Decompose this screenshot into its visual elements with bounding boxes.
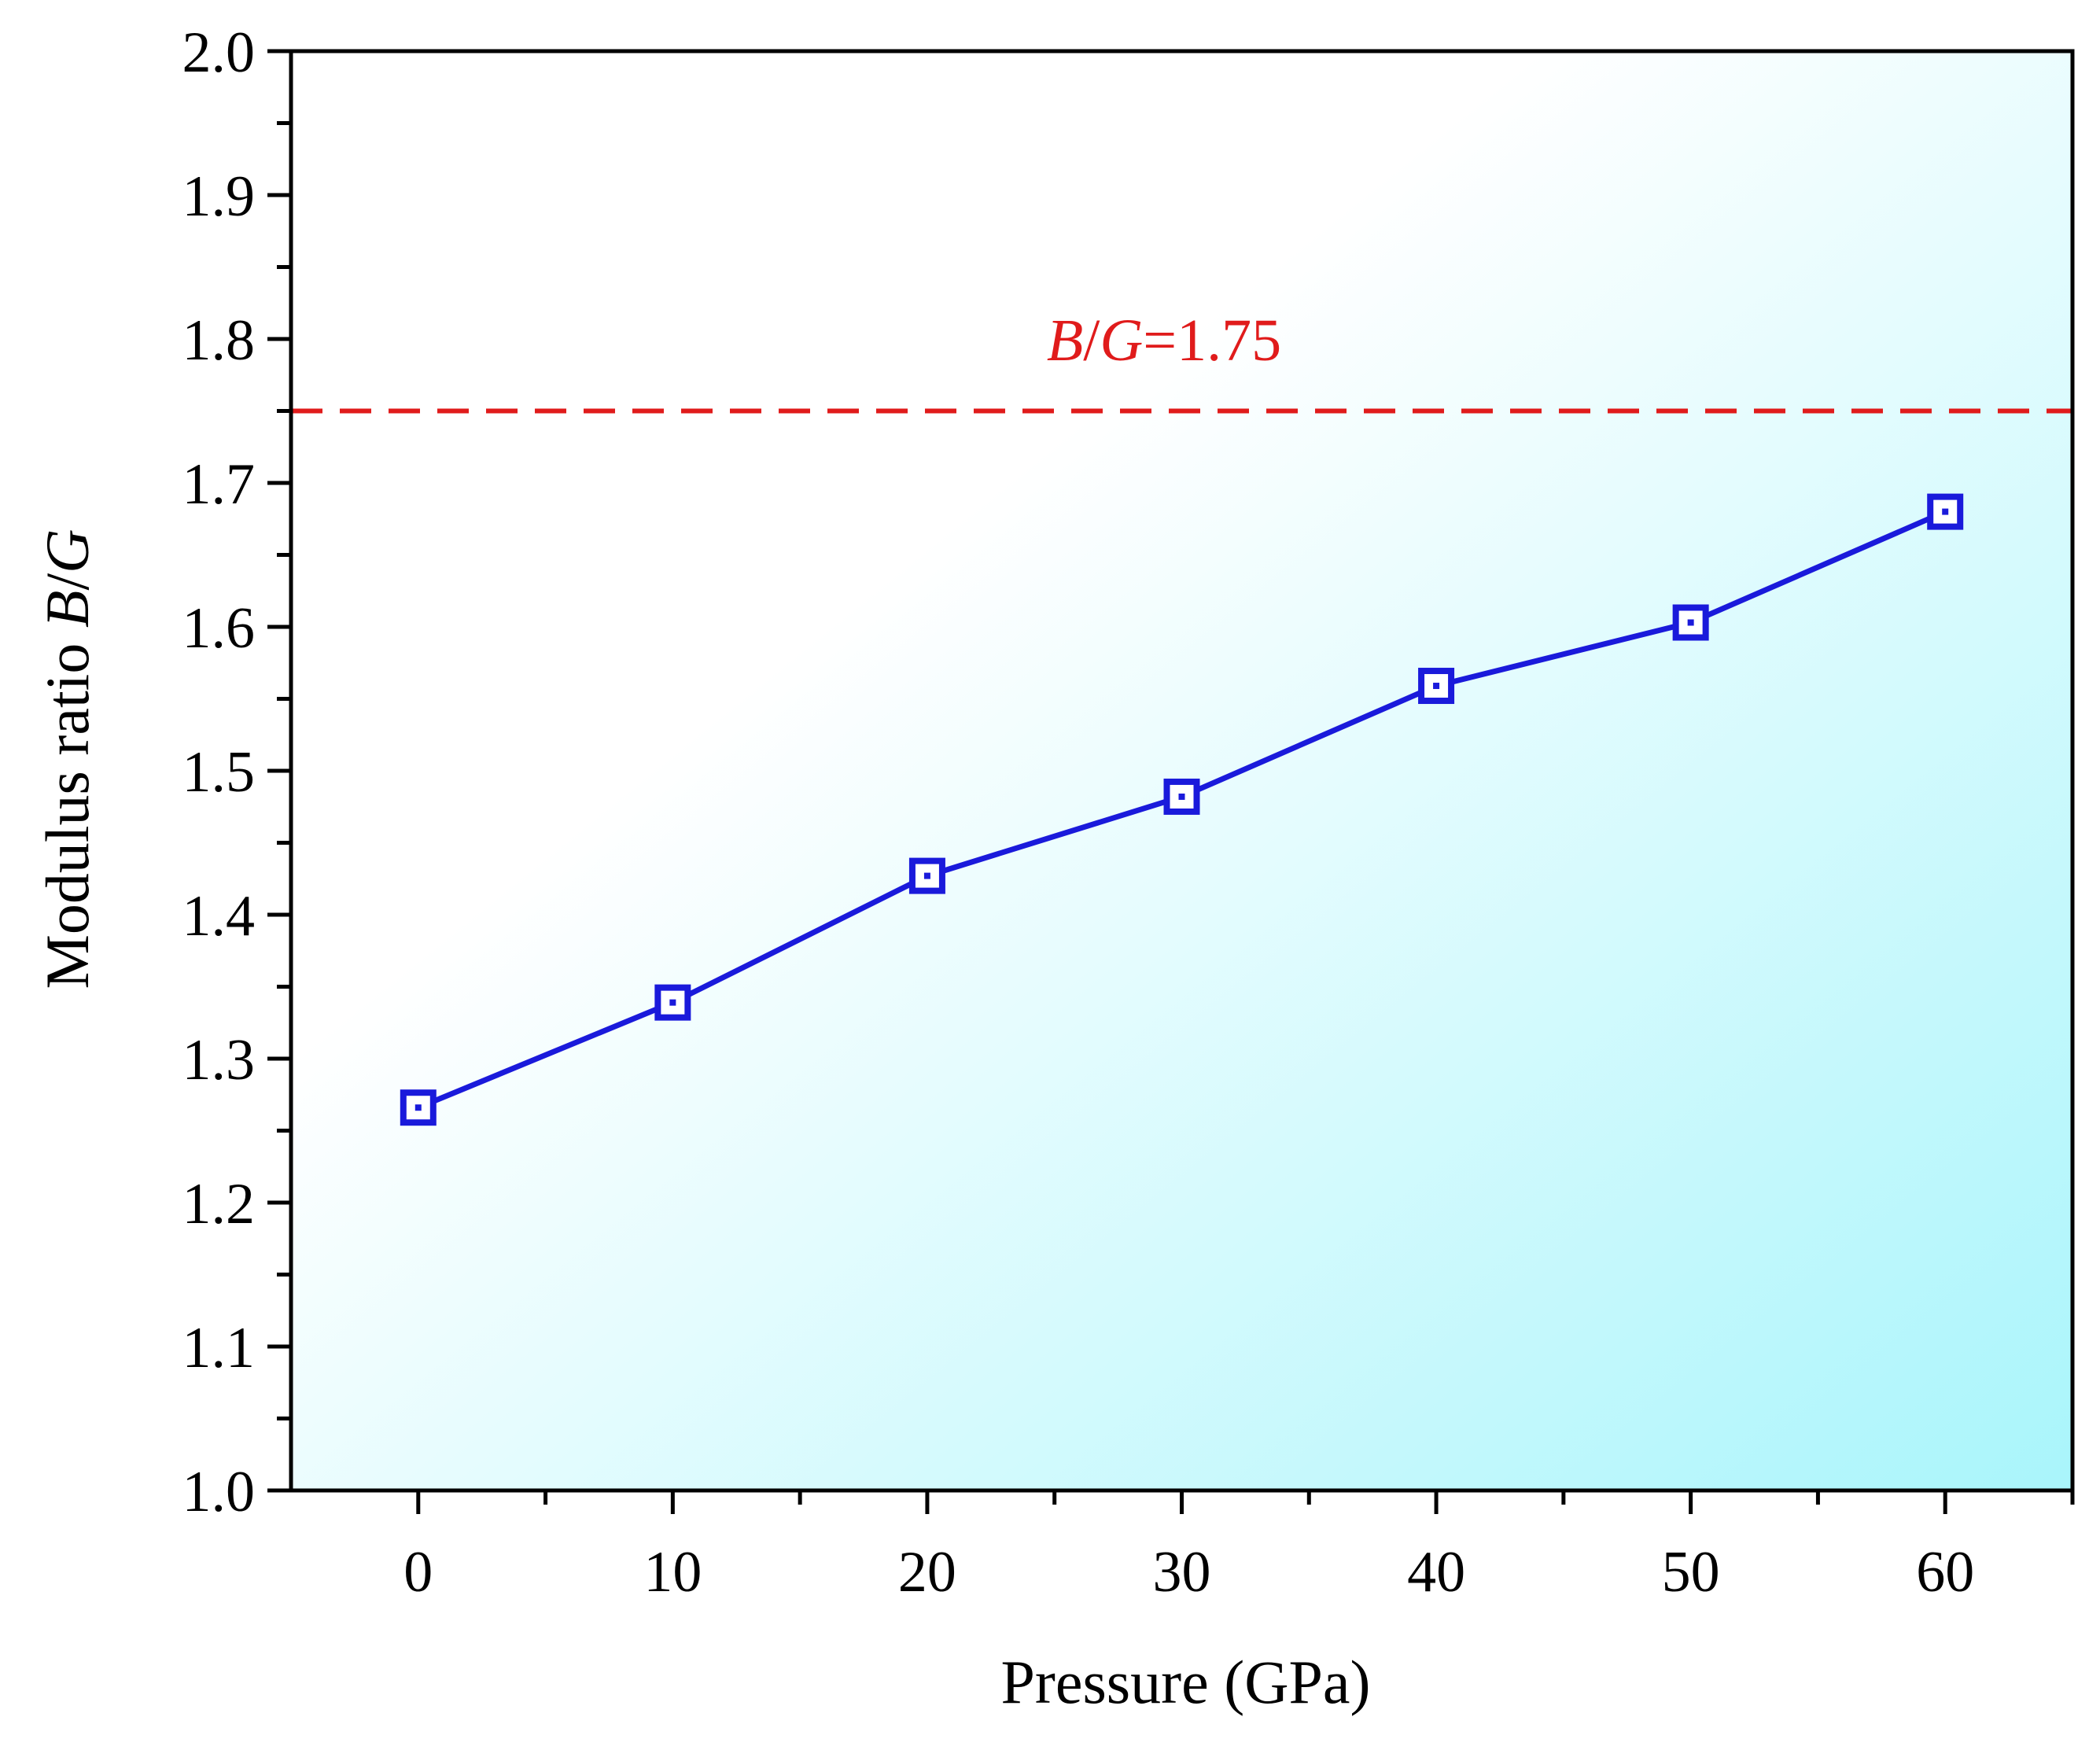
marker-square-60 [1927, 493, 1964, 530]
data-point-50-gpa [1672, 604, 1709, 641]
plot-area-background [291, 51, 2072, 1490]
data-point-60-gpa [1927, 493, 1964, 530]
x-tick-label-30: 30 [1153, 1540, 1211, 1605]
marker-center-dot-30 [1178, 793, 1185, 800]
y-tick-label-1.4: 1.4 [182, 884, 256, 949]
y-tick-label-1.0: 1.0 [182, 1460, 256, 1524]
x-axis-ticks [416, 1490, 2075, 1514]
marker-square-40 [1418, 668, 1455, 705]
data-point-20-gpa [908, 857, 945, 894]
x-tick-label-40: 40 [1407, 1540, 1465, 1605]
marker-center-dot-60 [1942, 508, 1949, 515]
y-tick-label-1.3: 1.3 [182, 1028, 256, 1092]
y-tick-label-1.9: 1.9 [182, 164, 256, 229]
x-tick-label-50: 50 [1662, 1540, 1720, 1605]
marker-square-0 [400, 1089, 437, 1126]
marker-center-dot-40 [1433, 683, 1440, 690]
y-axis-tick-labels: 1.0 1.1 1.2 1.3 1.4 1.5 1.6 1.7 1.8 1.9 2.0 [182, 20, 256, 1524]
data-point-40-gpa [1418, 668, 1455, 705]
y-tick-label-1.8: 1.8 [182, 308, 256, 373]
y-tick-label-1.6: 1.6 [182, 596, 256, 661]
x-axis-tick-labels: 0 10 20 30 40 50 60 [403, 1540, 1974, 1605]
data-point-10-gpa [654, 984, 691, 1021]
marker-center-dot-10 [669, 999, 676, 1006]
x-axis-title: Pressure (GPa) [1000, 1648, 1370, 1716]
y-axis-title: Modulus ratio B/G [33, 529, 101, 989]
x-tick-label-20: 20 [898, 1540, 956, 1605]
marker-center-dot-0 [414, 1104, 422, 1111]
marker-center-dot-20 [923, 872, 930, 879]
y-tick-label-1.7: 1.7 [182, 452, 256, 517]
y-tick-label-2.0: 2.0 [182, 20, 256, 85]
y-tick-label-1.5: 1.5 [182, 740, 256, 805]
data-markers [400, 493, 1964, 1126]
marker-center-dot-50 [1687, 619, 1694, 626]
data-point-30-gpa [1163, 778, 1200, 815]
reference-line-label: B/G=1.75 [1047, 308, 1281, 374]
marker-square-10 [654, 984, 691, 1021]
y-tick-label-1.1: 1.1 [182, 1316, 256, 1380]
y-tick-label-1.2: 1.2 [182, 1172, 256, 1236]
data-point-0-gpa [400, 1089, 437, 1126]
y-axis-ticks [267, 49, 291, 1493]
x-tick-label-10: 10 [643, 1540, 702, 1605]
x-tick-label-60: 60 [1916, 1540, 1974, 1605]
x-tick-label-0: 0 [403, 1540, 433, 1605]
